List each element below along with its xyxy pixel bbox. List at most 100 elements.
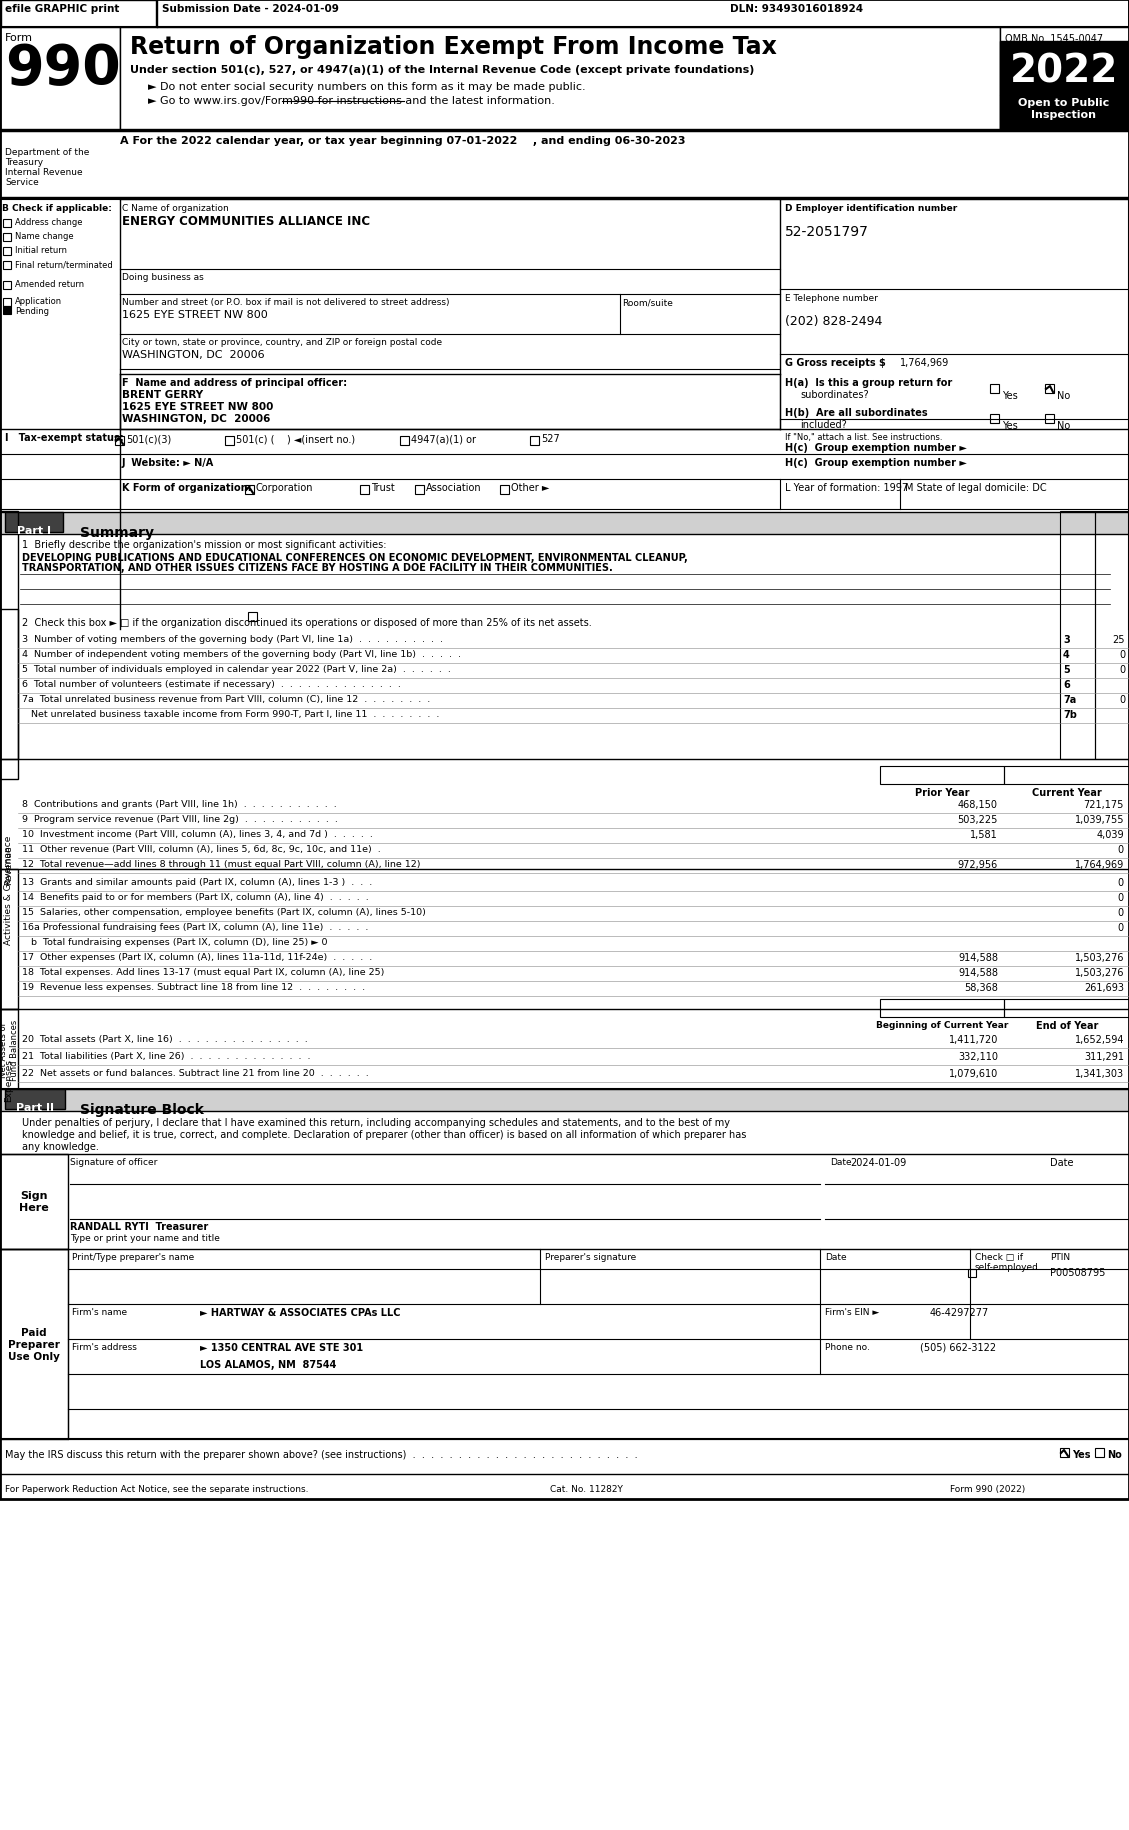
Text: May the IRS discuss this return with the preparer shown above? (see instructions: May the IRS discuss this return with the… xyxy=(5,1449,638,1459)
Text: ► Do not enter social security numbers on this form as it may be made public.: ► Do not enter social security numbers o… xyxy=(148,82,586,92)
Text: Net Assets or
Fund Balances: Net Assets or Fund Balances xyxy=(0,1019,19,1080)
Text: End of Year: End of Year xyxy=(1035,1021,1099,1030)
Text: B Check if applicable:: B Check if applicable: xyxy=(2,203,112,212)
Text: 22  Net assets or fund balances. Subtract line 21 from line 20  .  .  .  .  .  .: 22 Net assets or fund balances. Subtract… xyxy=(21,1069,369,1078)
Text: 721,175: 721,175 xyxy=(1084,800,1124,809)
Text: Final return/terminated: Final return/terminated xyxy=(15,260,113,269)
Bar xyxy=(3,220,11,229)
Text: 1  Briefly describe the organization's mission or most significant activities:: 1 Briefly describe the organization's mi… xyxy=(21,540,386,549)
Text: Under penalties of perjury, I declare that I have examined this return, includin: Under penalties of perjury, I declare th… xyxy=(21,1118,730,1127)
Text: 1,503,276: 1,503,276 xyxy=(1075,952,1124,963)
Text: 2024-01-09: 2024-01-09 xyxy=(850,1157,907,1168)
Text: 0: 0 xyxy=(1118,922,1124,933)
Text: 12  Total revenue—add lines 8 through 11 (must equal Part VIII, column (A), line: 12 Total revenue—add lines 8 through 11 … xyxy=(21,860,420,869)
Text: ► Go to www.irs.gov/Form990 for instructions and the latest information.: ► Go to www.irs.gov/Form990 for instruct… xyxy=(148,95,554,106)
Bar xyxy=(3,282,11,289)
Text: Check □ if: Check □ if xyxy=(975,1252,1023,1261)
Bar xyxy=(225,437,234,447)
Text: 1,652,594: 1,652,594 xyxy=(1075,1034,1124,1045)
Text: 7a: 7a xyxy=(1064,695,1076,705)
Text: Date: Date xyxy=(825,1252,847,1261)
Text: 25: 25 xyxy=(1112,635,1124,644)
Text: Room/suite: Room/suite xyxy=(622,298,673,307)
Text: ► 1350 CENTRAL AVE STE 301: ► 1350 CENTRAL AVE STE 301 xyxy=(200,1341,364,1352)
Text: 7a  Total unrelated business revenue from Part VIII, column (C), line 12  .  .  : 7a Total unrelated business revenue from… xyxy=(21,695,430,703)
Text: Firm's EIN ►: Firm's EIN ► xyxy=(825,1307,879,1316)
Text: L Year of formation: 1997: L Year of formation: 1997 xyxy=(785,483,908,492)
Text: 468,150: 468,150 xyxy=(959,800,998,809)
Text: 13  Grants and similar amounts paid (Part IX, column (A), lines 1-3 )  .  .  .: 13 Grants and similar amounts paid (Part… xyxy=(21,878,373,886)
Text: 19  Revenue less expenses. Subtract line 18 from line 12  .  .  .  .  .  .  .  .: 19 Revenue less expenses. Subtract line … xyxy=(21,983,365,992)
Text: 52-2051797: 52-2051797 xyxy=(785,225,869,240)
Text: Other ►: Other ► xyxy=(511,483,550,492)
Text: Phone no.: Phone no. xyxy=(825,1341,869,1351)
Bar xyxy=(1004,767,1129,785)
Text: No: No xyxy=(1057,392,1070,401)
Text: Firm's address: Firm's address xyxy=(72,1341,137,1351)
Bar xyxy=(990,415,999,425)
Text: I   Tax-exempt status:: I Tax-exempt status: xyxy=(5,432,124,443)
Bar xyxy=(1,2,156,27)
Bar xyxy=(3,307,11,315)
Bar xyxy=(3,247,11,256)
Text: 1,764,969: 1,764,969 xyxy=(1075,860,1124,869)
Text: Signature of officer: Signature of officer xyxy=(70,1157,157,1166)
Bar xyxy=(0,132,1129,198)
Bar xyxy=(415,485,425,494)
Bar xyxy=(1004,999,1129,1017)
Text: A For the 2022 calendar year, or tax year beginning 07-01-2022    , and ending 0: A For the 2022 calendar year, or tax yea… xyxy=(120,135,685,146)
Text: LOS ALAMOS, NM  87544: LOS ALAMOS, NM 87544 xyxy=(200,1360,336,1369)
Bar xyxy=(0,1010,18,1089)
Text: Beginning of Current Year: Beginning of Current Year xyxy=(876,1021,1008,1030)
Text: WASHINGTON, DC  20006: WASHINGTON, DC 20006 xyxy=(122,350,264,361)
Bar xyxy=(5,512,63,533)
Text: 311,291: 311,291 xyxy=(1084,1052,1124,1061)
Text: Yes: Yes xyxy=(1003,421,1017,430)
Text: Revenue: Revenue xyxy=(5,845,14,884)
Text: 16a Professional fundraising fees (Part IX, column (A), line 11e)  .  .  .  .  .: 16a Professional fundraising fees (Part … xyxy=(21,922,368,931)
Text: Service: Service xyxy=(5,178,38,187)
Text: 10  Investment income (Part VIII, column (A), lines 3, 4, and 7d )  .  .  .  .  : 10 Investment income (Part VIII, column … xyxy=(21,829,373,838)
Text: M State of legal domicile: DC: M State of legal domicile: DC xyxy=(905,483,1047,492)
Bar xyxy=(0,1250,68,1438)
Text: 332,110: 332,110 xyxy=(959,1052,998,1061)
Text: 4  Number of independent voting members of the governing body (Part VI, line 1b): 4 Number of independent voting members o… xyxy=(21,650,461,659)
Text: Expenses: Expenses xyxy=(5,1058,14,1102)
Text: 18  Total expenses. Add lines 13-17 (must equal Part IX, column (A), line 25): 18 Total expenses. Add lines 13-17 (must… xyxy=(21,968,384,977)
Text: 972,956: 972,956 xyxy=(957,860,998,869)
Bar xyxy=(0,1155,68,1250)
Text: BRENT GERRY: BRENT GERRY xyxy=(122,390,203,399)
Bar xyxy=(5,1089,65,1109)
Bar xyxy=(360,485,369,494)
Text: 46-4297277: 46-4297277 xyxy=(930,1307,989,1318)
Text: 3  Number of voting members of the governing body (Part VI, line 1a)  .  .  .  .: 3 Number of voting members of the govern… xyxy=(21,635,443,644)
Bar xyxy=(0,512,1129,534)
Text: H(c)  Group exemption number ►: H(c) Group exemption number ► xyxy=(785,458,966,468)
Text: J  Website: ► N/A: J Website: ► N/A xyxy=(122,458,215,468)
Text: DLN: 93493016018924: DLN: 93493016018924 xyxy=(730,4,864,15)
Text: Treasury: Treasury xyxy=(5,157,43,167)
Text: Date: Date xyxy=(1050,1157,1074,1168)
Text: RANDALL RYTI  Treasurer: RANDALL RYTI Treasurer xyxy=(70,1221,208,1232)
Text: 11  Other revenue (Part VIII, column (A), lines 5, 6d, 8c, 9c, 10c, and 11e)  .: 11 Other revenue (Part VIII, column (A),… xyxy=(21,844,380,853)
Bar xyxy=(990,384,999,393)
Text: 1,039,755: 1,039,755 xyxy=(1075,814,1124,825)
Bar xyxy=(968,1270,975,1277)
Text: Form 990 (2022): Form 990 (2022) xyxy=(949,1484,1025,1493)
Text: 1,503,276: 1,503,276 xyxy=(1075,968,1124,977)
Text: 0: 0 xyxy=(1118,908,1124,917)
Text: Name change: Name change xyxy=(15,232,73,242)
Bar xyxy=(0,512,18,759)
Text: 501(c)(3): 501(c)(3) xyxy=(126,434,172,443)
Bar xyxy=(0,869,18,1010)
Text: Internal Revenue: Internal Revenue xyxy=(5,168,82,178)
Text: 21  Total liabilities (Part X, line 26)  .  .  .  .  .  .  .  .  .  .  .  .  .  : 21 Total liabilities (Part X, line 26) .… xyxy=(21,1052,310,1060)
Text: 1,341,303: 1,341,303 xyxy=(1075,1069,1124,1078)
Text: 7b: 7b xyxy=(1064,710,1077,719)
Bar xyxy=(120,27,1000,130)
Text: 3: 3 xyxy=(1064,635,1070,644)
Text: Yes: Yes xyxy=(1073,1449,1091,1459)
Text: G Gross receipts $: G Gross receipts $ xyxy=(785,359,886,368)
Text: Part II: Part II xyxy=(16,1102,54,1113)
Bar xyxy=(0,27,120,130)
